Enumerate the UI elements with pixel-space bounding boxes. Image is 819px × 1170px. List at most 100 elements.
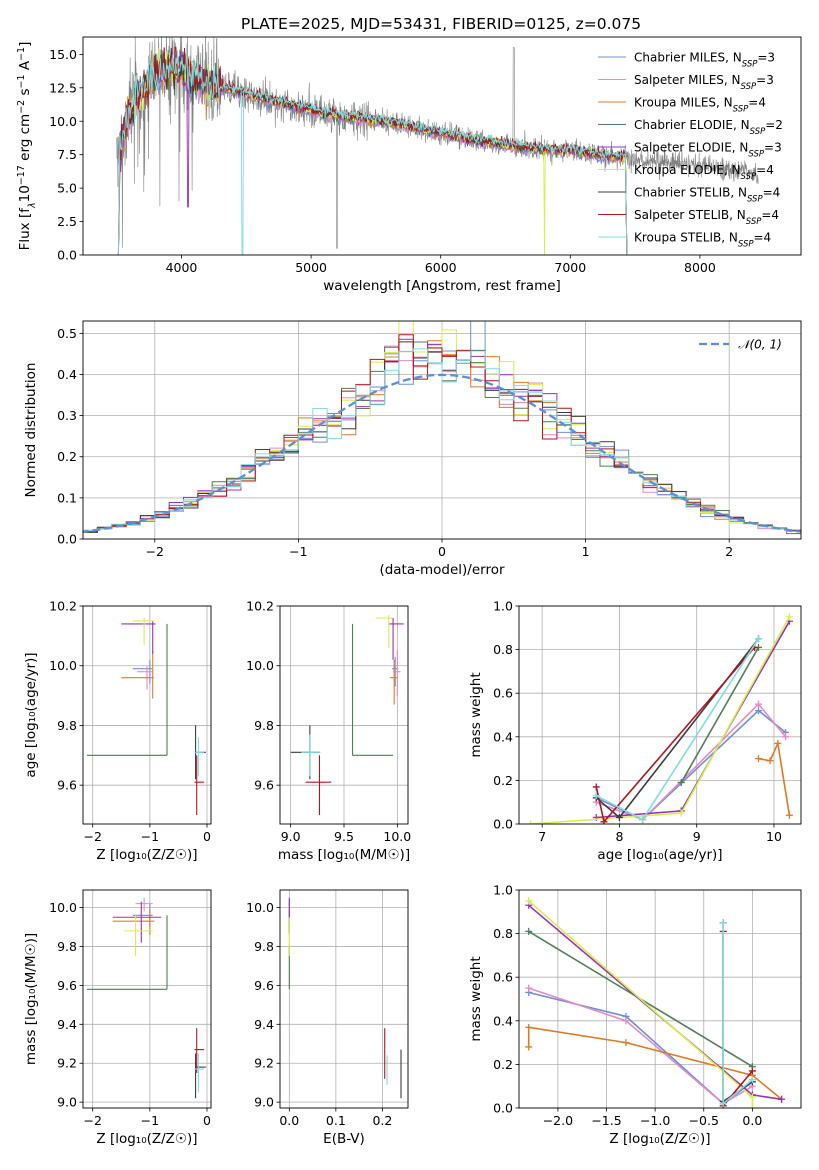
weight-marker [748, 1104, 756, 1108]
x-axis-label: Z [log₁₀(Z/Z☉)] [609, 1131, 710, 1147]
normal-curve [83, 373, 801, 533]
legend-entry: Chabrier MILES, NSSP=3 [634, 51, 775, 70]
x-tick-label: 2 [725, 544, 733, 559]
axes-border [82, 36, 802, 256]
y-label-part: −1 [16, 47, 27, 61]
y-label-part: erg cm [17, 114, 33, 165]
x-tick-label: 5000 [295, 260, 327, 275]
legend-text-part: SSP [741, 172, 757, 182]
weight-line [758, 740, 791, 816]
weight-marker [719, 1100, 727, 1108]
legend-entry: Kroupa ELODIE, NSSP=4 [634, 163, 774, 182]
x-tick-label: −2.0 [543, 1113, 573, 1128]
x-tick-label: 8 [615, 829, 623, 844]
y-tick-label: 0.4 [57, 367, 77, 382]
weight-marker [615, 813, 623, 821]
y-tick-label: 9.4 [254, 1017, 274, 1032]
errorbar-point [194, 1028, 205, 1073]
y-tick-label: 0.0 [57, 532, 77, 547]
x-tick-label: −1 [141, 1113, 159, 1128]
x-tick-label: −1.5 [591, 1113, 621, 1128]
y-tick-label: 9.8 [254, 718, 274, 733]
weight-marker [525, 1043, 533, 1051]
legend-text-part: =3 [756, 73, 774, 87]
x-axis-label: Z [log₁₀(Z/Z☉)] [96, 847, 197, 863]
errorbar-point [195, 1053, 206, 1099]
legend-entry: 𝒩(0, 1) [738, 338, 782, 352]
y-tick-label: 9.6 [57, 978, 77, 993]
errorbar-point [124, 915, 153, 957]
axes-frame: 4000 5000 6000 7000 8000 0.0 2.5 5.0 7.5 10.0 12.5… [16, 36, 802, 294]
x-tick-label: 9.0 [281, 829, 301, 844]
y-axis-label: mass [log₁₀(M/M☉)] [23, 933, 39, 1065]
errorbar-point [194, 755, 205, 816]
y-tick-label: 5.0 [57, 181, 77, 196]
plot-area [87, 897, 206, 1099]
weight-marker [639, 816, 647, 824]
weight-marker [755, 755, 763, 763]
errorbar-point [194, 1053, 205, 1093]
legend-text-part: =4 [763, 186, 781, 200]
x-tick-label: 8000 [684, 260, 716, 275]
x-axis-label: mass [log₁₀(M/M☉)] [278, 847, 410, 863]
x-tick-label: −1 [289, 544, 307, 559]
y-tick-label: 9.8 [254, 939, 274, 954]
x-tick-label: 0.2 [372, 1113, 392, 1128]
y-tick-label: 15.0 [49, 47, 77, 62]
y-tick-label: 10.0 [246, 658, 274, 673]
legend-text-part: SSP [750, 127, 766, 137]
legend-text-part: =3 [757, 51, 775, 65]
legend-text-part: Chabrier STELIB, N [634, 186, 747, 200]
legend-entry: Salpeter STELIB, NSSP=4 [634, 208, 779, 227]
axes-frame: −2 −1 0 9.0 9.2 9.4 9.6 9.8 10.0 Z [log₁₀(Z/Z☉)] m… [23, 889, 212, 1147]
x-tick-label: −2 [146, 544, 164, 559]
panel-age-vs-mass: 9.0 9.5 10.0 9.6 9.8 10.0 10.2 mass [log₁₀(M/M☉… [246, 599, 411, 864]
y-tick-label: 10.2 [246, 599, 274, 614]
y-tick-label: 1.0 [493, 883, 513, 898]
y-tick-label: 9.4 [57, 1017, 77, 1032]
y-label-part: Flux [f [17, 207, 33, 251]
legend-text-part: SSP [746, 217, 762, 227]
weight-marker [755, 635, 763, 643]
legend-text-part: SSP [742, 60, 758, 70]
legend-text-part: =4 [754, 231, 772, 245]
x-tick-label: 6000 [425, 260, 457, 275]
panel-spectrum: 4000 5000 6000 7000 8000 0.0 2.5 5.0 7.5 10.0 12.5… [16, 36, 802, 294]
y-tick-label: 0.8 [493, 926, 513, 941]
legend-text-part: Kroupa MILES, N [634, 96, 733, 110]
errorbar-point [388, 617, 404, 660]
y-tick-label: 0.2 [57, 449, 77, 464]
x-tick-label: −0.5 [689, 1113, 719, 1128]
y-tick-label: 10.2 [49, 599, 77, 614]
y-tick-label: 9.6 [254, 778, 274, 793]
legend-text-part: Chabrier MILES, N [634, 51, 742, 65]
errorbar-point [376, 614, 392, 648]
y-label-part: A [17, 60, 33, 74]
weight-marker [785, 811, 793, 819]
x-tick-label: 4000 [166, 260, 198, 275]
axes-border [518, 889, 802, 1109]
x-tick-label: −2 [83, 829, 101, 844]
weight-marker [525, 984, 533, 992]
y-tick-label: 0.8 [493, 642, 513, 657]
y-tick-label: 7.5 [57, 147, 77, 162]
y-tick-label: 0.0 [493, 1101, 513, 1116]
x-axis-label: wavelength [Angstrom, rest frame] [323, 278, 561, 294]
legend-text-part: SSP [733, 105, 749, 115]
panel-weight-vs-age: 7 8 9 10 0.0 0.2 0.4 0.6 0.8 1.0 age [log₁₀(age/yr… [468, 599, 802, 863]
y-axis-label: mass weight [468, 956, 484, 1041]
errorbar-point [87, 915, 168, 990]
y-tick-label: 9.0 [254, 1095, 274, 1110]
axes-frame: −2.0 −1.5 −1.0 −0.5 0.0 0.0 0.2 0.4 0.6 0.8 1.0 Z [… [468, 883, 802, 1147]
legend-text-part: Salpeter MILES, N [634, 73, 741, 87]
y-tick-label: 0.2 [493, 773, 513, 788]
x-tick-label: 0 [203, 829, 211, 844]
weight-marker [755, 707, 763, 715]
y-tick-label: 0.6 [493, 970, 513, 985]
legend-text-part: Salpeter STELIB, N [634, 208, 746, 222]
y-axis-label: age [log₁₀(age/yr)] [23, 652, 39, 777]
y-tick-label: 0.2 [493, 1057, 513, 1072]
weight-marker [748, 1067, 756, 1075]
legend-text-part: SSP [748, 150, 764, 160]
